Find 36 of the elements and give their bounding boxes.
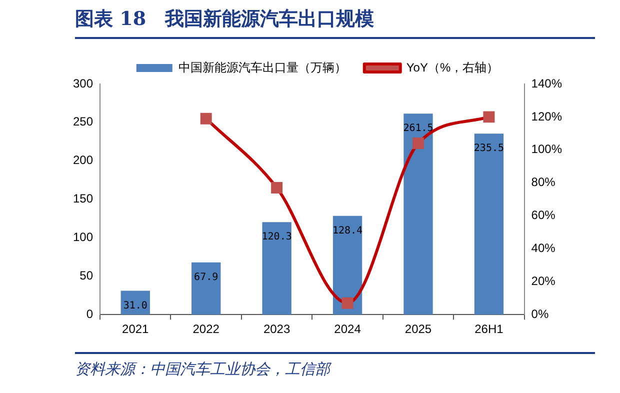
x-tick-label: 2024 xyxy=(334,322,362,336)
data-label: 128.4 xyxy=(332,225,363,236)
legend-label: 中国新能源汽车出口量（万辆） xyxy=(178,60,346,74)
bar xyxy=(404,114,433,315)
x-tick-label: 26H1 xyxy=(474,322,504,336)
x-tick-label: 2023 xyxy=(263,322,290,336)
y-tick-label: 250 xyxy=(72,114,94,129)
text: 资料来源：中国汽车工业协会，工信部 xyxy=(75,352,595,379)
x-tick-label: 2025 xyxy=(404,322,432,336)
data-label: 67.9 xyxy=(194,272,218,283)
bar xyxy=(192,262,221,315)
x-tick-label: 2021 xyxy=(122,322,150,336)
y2-tick-label: 40% xyxy=(531,241,556,256)
bar xyxy=(332,216,362,315)
y-tick-label: 200 xyxy=(72,153,94,168)
y-tick-label: 150 xyxy=(72,192,94,206)
y2-tick-label: 80% xyxy=(531,175,556,190)
data-label: 31.0 xyxy=(123,300,148,312)
x-tick-label: 2022 xyxy=(192,322,220,336)
y2-tick-label: 140% xyxy=(531,76,562,90)
y-tick-label: 300 xyxy=(72,76,94,90)
y2-tick-label: 20% xyxy=(531,274,556,288)
y2-tick-label: 60% xyxy=(531,208,556,222)
y2-tick-label: 120% xyxy=(531,109,562,124)
y-tick-label: 100 xyxy=(72,230,94,244)
data-label: 235.5 xyxy=(474,143,504,154)
bar xyxy=(262,222,292,315)
legend-label: YoY（%，右轴） xyxy=(406,60,499,74)
chart-title: 图表 18 我国新能源汽车出口规模 xyxy=(75,6,595,39)
y-tick-label: 0 xyxy=(86,306,94,321)
data-label: 120.3 xyxy=(262,232,292,243)
data-label: 261.5 xyxy=(403,123,434,134)
y2-tick-label: 0% xyxy=(531,306,549,321)
y-tick-label: 50 xyxy=(80,268,94,282)
bar xyxy=(474,134,504,315)
y2-tick-label: 100% xyxy=(531,142,562,156)
